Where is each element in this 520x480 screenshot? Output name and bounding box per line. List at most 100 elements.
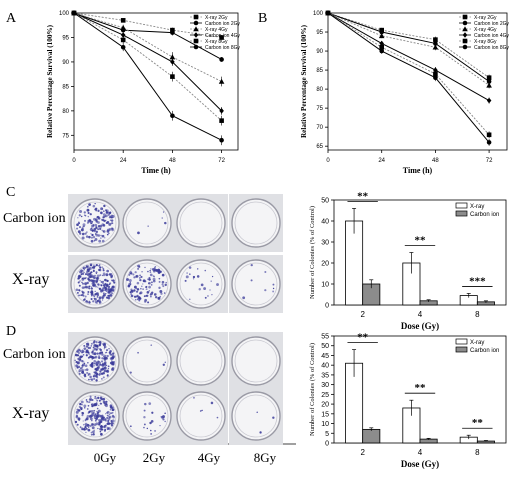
colony bbox=[103, 345, 107, 349]
colony bbox=[92, 349, 95, 352]
colony bbox=[88, 275, 92, 279]
colony bbox=[88, 378, 90, 381]
colony bbox=[101, 223, 105, 227]
colony bbox=[89, 424, 92, 428]
colony bbox=[160, 292, 163, 295]
colony bbox=[193, 397, 195, 399]
colony bbox=[139, 277, 141, 279]
colony bbox=[99, 211, 103, 215]
colony bbox=[97, 299, 100, 302]
colony bbox=[99, 266, 102, 269]
colony bbox=[76, 292, 79, 294]
colony bbox=[106, 414, 109, 417]
dish-rim bbox=[234, 339, 278, 383]
dish-rim bbox=[179, 262, 223, 306]
colony bbox=[150, 420, 154, 423]
data-point bbox=[378, 33, 385, 39]
colony bbox=[88, 411, 91, 414]
colony bbox=[92, 341, 96, 344]
colony bbox=[86, 221, 89, 224]
x-tick-label: 72 bbox=[486, 158, 493, 164]
colony bbox=[86, 423, 90, 427]
x-tick-label: 48 bbox=[432, 158, 439, 164]
colony bbox=[78, 294, 80, 297]
colony bbox=[101, 239, 105, 243]
dish bbox=[231, 391, 281, 441]
x-tick-label: 4 bbox=[418, 448, 423, 457]
colony bbox=[90, 378, 92, 380]
colony bbox=[272, 290, 275, 293]
colony bbox=[94, 223, 98, 227]
dish-rim bbox=[234, 201, 278, 245]
colony bbox=[81, 272, 85, 276]
colony bbox=[101, 417, 104, 421]
colony bbox=[95, 272, 98, 275]
data-point bbox=[486, 75, 492, 80]
colony bbox=[109, 290, 112, 293]
colony bbox=[99, 363, 101, 366]
colony bbox=[100, 207, 104, 211]
data-point bbox=[218, 78, 225, 84]
legend-swatch bbox=[455, 210, 468, 217]
colony bbox=[90, 236, 93, 239]
colony bbox=[107, 365, 110, 368]
colony bbox=[95, 209, 97, 212]
legend-swatch bbox=[455, 202, 468, 209]
colony bbox=[80, 215, 83, 218]
colony bbox=[99, 227, 102, 230]
colony bbox=[98, 361, 100, 363]
colony bbox=[83, 407, 86, 409]
colony bbox=[98, 355, 100, 357]
y-tick-label: 95 bbox=[62, 35, 69, 41]
colony bbox=[91, 423, 94, 426]
colony bbox=[188, 266, 192, 269]
dish bbox=[122, 336, 172, 386]
colony bbox=[97, 286, 99, 288]
colony bbox=[95, 292, 98, 295]
colony bbox=[152, 275, 154, 277]
colony bbox=[81, 355, 84, 358]
colony bbox=[106, 369, 108, 371]
legend-label: X-ray bbox=[470, 340, 484, 346]
colony bbox=[102, 284, 105, 287]
colony bbox=[109, 349, 112, 353]
y-tick-label: 95 bbox=[316, 30, 323, 36]
colony bbox=[138, 297, 142, 300]
legend-label: Carbon ion bbox=[470, 212, 499, 218]
data-point bbox=[219, 35, 224, 40]
colony bbox=[82, 223, 86, 227]
colony bbox=[162, 211, 165, 213]
panel-letter-a: A bbox=[6, 11, 17, 26]
colony bbox=[150, 344, 153, 346]
legend-marker bbox=[193, 44, 199, 50]
colony bbox=[109, 282, 112, 285]
colony bbox=[143, 426, 145, 429]
colony bbox=[192, 275, 196, 279]
y-tick-label: 70 bbox=[316, 125, 323, 131]
colony bbox=[143, 423, 146, 426]
series-line bbox=[327, 12, 490, 136]
colony bbox=[81, 291, 84, 294]
colony bbox=[82, 423, 85, 426]
colony bbox=[109, 408, 112, 411]
colony bbox=[136, 298, 139, 301]
colony bbox=[136, 288, 140, 291]
colony bbox=[84, 369, 86, 371]
colony bbox=[81, 227, 84, 230]
colony bbox=[85, 350, 89, 354]
colony bbox=[150, 432, 153, 435]
colony bbox=[107, 419, 110, 423]
data-point bbox=[169, 54, 176, 60]
colony bbox=[100, 351, 104, 354]
colony bbox=[105, 288, 109, 292]
colony bbox=[111, 353, 114, 357]
colony bbox=[95, 220, 97, 222]
colony bbox=[87, 209, 90, 212]
colony bbox=[85, 235, 89, 238]
x-axis-label: Dose (Gy) bbox=[401, 321, 439, 331]
series-line bbox=[73, 12, 222, 112]
plot-frame bbox=[327, 12, 508, 151]
colony bbox=[136, 281, 140, 285]
colony bbox=[103, 286, 106, 290]
